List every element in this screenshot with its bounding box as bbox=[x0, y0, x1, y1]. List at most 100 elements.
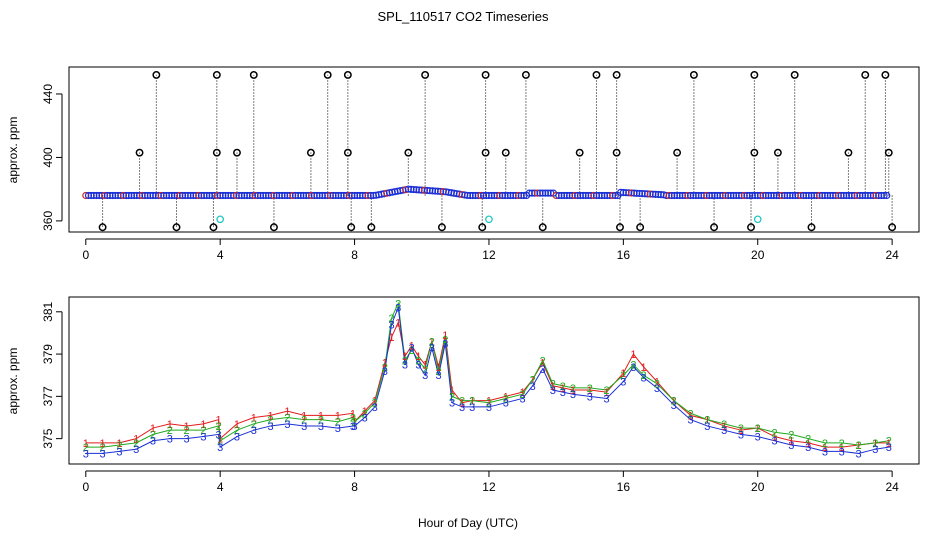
baseline-point bbox=[471, 191, 480, 200]
baseline-point bbox=[729, 191, 738, 200]
baseline-point bbox=[313, 191, 321, 200]
series-2-mark: 2 bbox=[429, 336, 435, 348]
baseline-point bbox=[254, 191, 262, 200]
bottom-y-tick-label: 377 bbox=[41, 386, 55, 406]
series-1-mark: 1 bbox=[886, 438, 892, 450]
baseline-point bbox=[670, 191, 679, 200]
series-1-mark: 1 bbox=[822, 442, 828, 454]
baseline-point bbox=[90, 191, 98, 200]
baseline-point bbox=[184, 191, 192, 200]
series-1-mark: 1 bbox=[83, 438, 89, 450]
series-3-mark: 3 bbox=[409, 343, 415, 355]
baseline-point bbox=[786, 191, 794, 200]
baseline-point bbox=[697, 191, 705, 200]
series-1-mark: 1 bbox=[318, 410, 324, 422]
series-1-mark: 1 bbox=[738, 425, 744, 437]
low-outlier-point bbox=[172, 223, 181, 232]
series-1-mark: 1 bbox=[587, 385, 593, 397]
top-outlier-stems bbox=[102, 74, 893, 228]
baseline-point bbox=[367, 191, 375, 200]
baseline-point bbox=[673, 191, 681, 200]
series-3-mark: 3 bbox=[116, 446, 122, 458]
baseline-point bbox=[165, 191, 173, 200]
series-2-mark: 2 bbox=[587, 383, 593, 395]
baseline-point bbox=[318, 191, 326, 200]
baseline-point bbox=[356, 191, 364, 200]
baseline-point bbox=[114, 191, 122, 200]
series-3-mark: 3 bbox=[560, 387, 566, 399]
baseline-point bbox=[402, 186, 410, 194]
series-3-mark: 3 bbox=[654, 383, 660, 395]
series-3-mark: 3 bbox=[422, 370, 428, 382]
top-y-tick-label: 440 bbox=[41, 84, 55, 104]
baseline-point bbox=[101, 191, 109, 200]
series-3-mark: 3 bbox=[415, 360, 421, 372]
series-2-mark: 2 bbox=[402, 355, 408, 367]
series-3-mark: 3 bbox=[620, 377, 626, 389]
mid-outlier-point bbox=[673, 148, 682, 157]
baseline-point bbox=[133, 191, 141, 200]
series-3-mark: 3 bbox=[234, 432, 240, 444]
baseline-point bbox=[611, 191, 619, 200]
series-1-line bbox=[85, 320, 889, 448]
series-1-mark: 1 bbox=[839, 442, 845, 454]
series-1-mark: 1 bbox=[540, 358, 546, 370]
baseline-point bbox=[181, 191, 189, 200]
baseline-point bbox=[463, 191, 472, 200]
high-outlier-point bbox=[592, 70, 601, 79]
baseline-point bbox=[109, 191, 117, 200]
series-3-mark: 3 bbox=[503, 398, 509, 410]
baseline-point bbox=[291, 191, 300, 200]
series-3-mark: 3 bbox=[721, 425, 727, 437]
baseline-point bbox=[92, 191, 101, 200]
series-2-mark: 2 bbox=[872, 438, 878, 450]
baseline-point bbox=[716, 191, 724, 200]
baseline-point bbox=[848, 191, 856, 200]
baseline-point bbox=[539, 189, 547, 197]
baseline-point bbox=[617, 188, 625, 196]
baseline-point bbox=[807, 191, 816, 200]
series-2-mark: 2 bbox=[200, 425, 206, 437]
baseline-point bbox=[748, 191, 756, 200]
mid-outlier-point bbox=[844, 148, 853, 157]
top-x-tick-label: 8 bbox=[351, 248, 358, 262]
baseline-point bbox=[635, 189, 644, 198]
baseline-point bbox=[826, 191, 834, 200]
baseline-point bbox=[590, 191, 598, 200]
mid-outlier-point bbox=[233, 148, 241, 157]
baseline-point bbox=[488, 191, 496, 200]
series-1-mark: 1 bbox=[855, 440, 861, 452]
baseline-point bbox=[818, 191, 826, 200]
top-data-marks bbox=[82, 70, 897, 232]
baseline-point bbox=[821, 191, 829, 200]
series-2-mark: 2 bbox=[469, 396, 475, 408]
baseline-point bbox=[415, 186, 423, 194]
series-3-mark: 3 bbox=[301, 421, 307, 433]
series-2-mark: 2 bbox=[133, 438, 139, 450]
baseline-point bbox=[743, 191, 751, 200]
series-3-mark: 3 bbox=[550, 385, 556, 397]
baseline-point bbox=[230, 191, 238, 200]
baseline-point bbox=[552, 191, 560, 200]
series-2-mark: 2 bbox=[530, 374, 536, 386]
mid-outlier-point bbox=[575, 148, 584, 157]
baseline-point bbox=[146, 191, 154, 200]
mid-outlier-point bbox=[212, 148, 221, 157]
series-2-mark: 2 bbox=[409, 345, 415, 357]
series-1-mark: 1 bbox=[755, 423, 761, 435]
series-2-mark: 2 bbox=[805, 434, 811, 446]
bottom-x-tick-label: 16 bbox=[617, 480, 631, 494]
baseline-point bbox=[842, 191, 851, 200]
series-1-mark: 1 bbox=[620, 368, 626, 380]
baseline-point bbox=[810, 191, 818, 200]
baseline-point bbox=[482, 191, 490, 200]
low-outlier-point bbox=[209, 223, 218, 232]
low-outlier-point bbox=[636, 223, 645, 232]
series-3-mark: 3 bbox=[855, 448, 861, 460]
series-1-mark: 1 bbox=[550, 381, 556, 393]
bottom-y-tick-label: 379 bbox=[41, 344, 55, 364]
baseline-point bbox=[794, 191, 802, 200]
baseline-point bbox=[531, 189, 539, 197]
series-2-mark: 2 bbox=[671, 396, 677, 408]
high-outlier-point bbox=[343, 70, 352, 79]
